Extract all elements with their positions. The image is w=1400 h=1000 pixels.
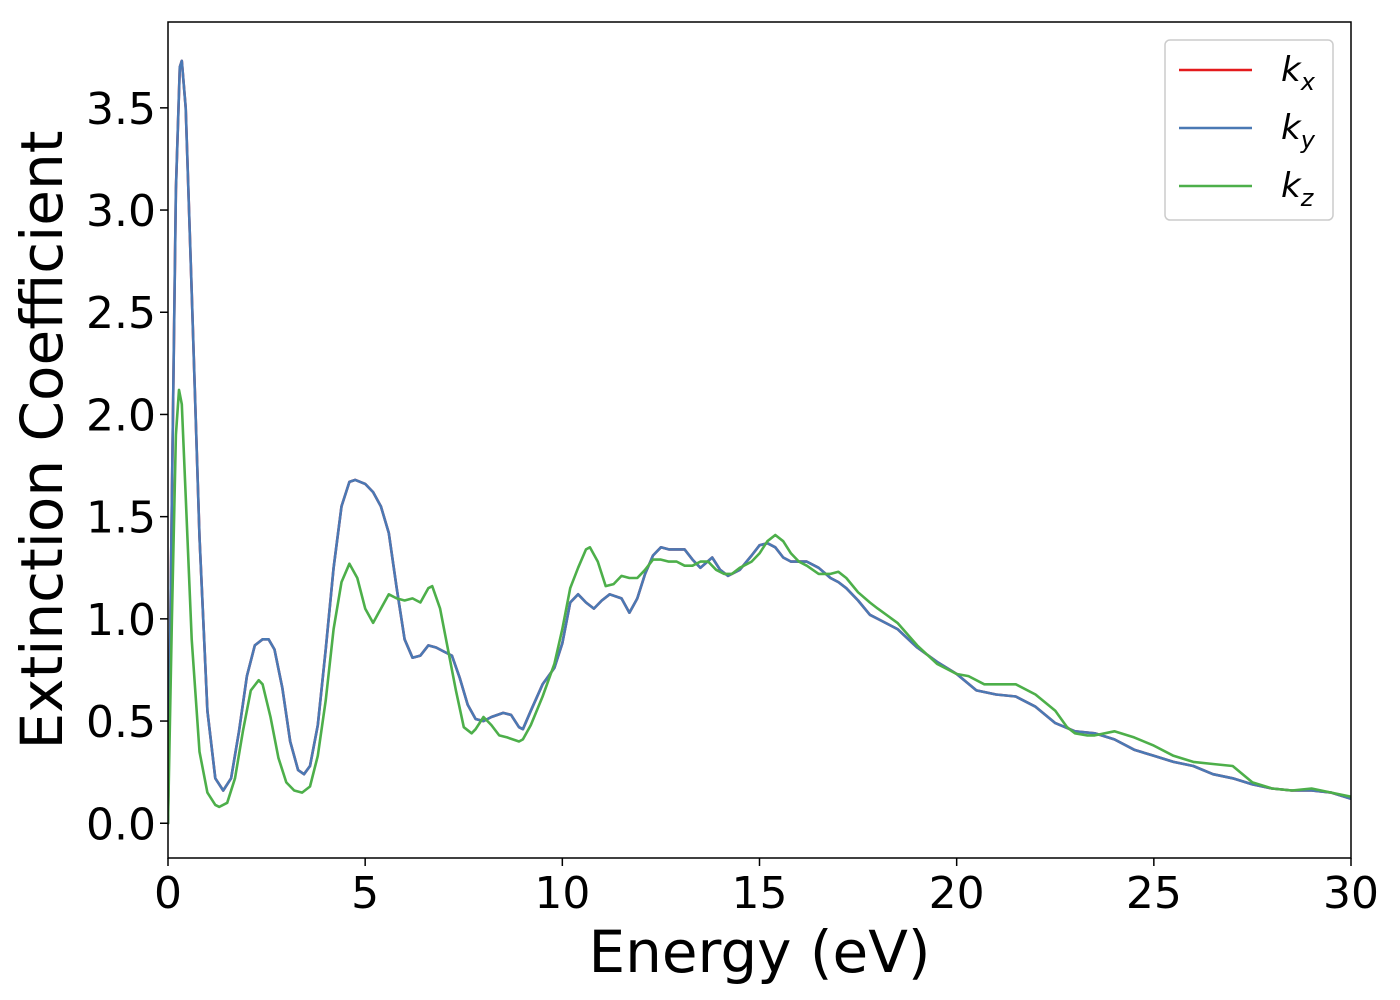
x-axis: 0 5 10 15 20 25 30 [154,858,1379,919]
y-tick-label: 3.0 [86,186,156,237]
legend-label-main: k [1281,166,1302,206]
legend-label-subscript: x [1300,68,1316,96]
series-line-k-z [168,388,1351,825]
x-tick-label: 5 [351,868,379,919]
legend-box [1164,39,1334,221]
x-axis-label: Energy (eV) [588,918,930,986]
legend-label-k-x: kx [1281,50,1316,96]
legend-label-main: k [1281,108,1302,148]
legend-label-subscript: z [1300,184,1315,212]
legend-label-main: k [1281,50,1302,90]
y-tick-label: 2.0 [86,390,156,441]
plot-area [168,59,1351,825]
x-tick-label: 15 [732,868,788,919]
x-tick-label: 30 [1323,868,1379,919]
series-line-k-y [168,59,1351,825]
y-tick-label: 1.5 [86,493,156,544]
x-tick-label: 20 [929,868,985,919]
legend-label-k-z: kz [1281,166,1315,212]
y-axis: 0.0 0.5 1.0 1.5 2.0 2.5 3.0 3.5 [86,84,168,850]
y-tick-label: 1.0 [86,595,156,646]
x-tick-label: 0 [154,868,182,919]
y-tick-label: 0.5 [86,697,156,748]
y-tick-label: 3.5 [86,84,156,135]
y-tick-label: 0.0 [86,799,156,850]
y-axis-label: Extinction Coefficient [8,131,76,750]
legend-label-k-y: ky [1281,108,1316,154]
legend-label-subscript: y [1300,126,1316,154]
x-tick-label: 10 [534,868,590,919]
x-tick-label: 25 [1126,868,1182,919]
y-tick-label: 2.5 [86,288,156,339]
